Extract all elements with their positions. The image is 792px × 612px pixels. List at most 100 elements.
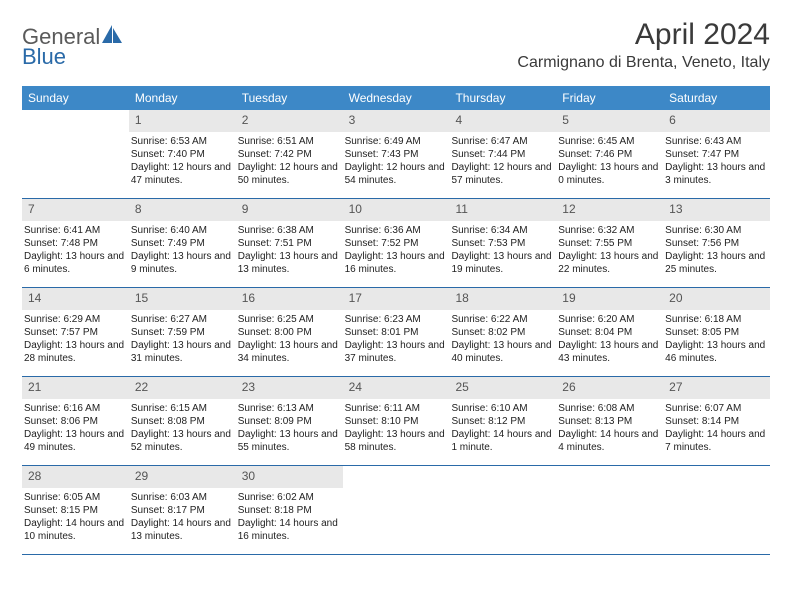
daylight-line: Daylight: 12 hours and 57 minutes. [451, 161, 554, 187]
calendar-cell: 28Sunrise: 6:05 AMSunset: 8:15 PMDayligh… [22, 466, 129, 554]
sunrise-line: Sunrise: 6:05 AM [24, 491, 127, 504]
day-number: 11 [449, 199, 556, 221]
calendar-cell: 21Sunrise: 6:16 AMSunset: 8:06 PMDayligh… [22, 377, 129, 465]
weekday-header: Monday [129, 86, 236, 110]
calendar-cell: 12Sunrise: 6:32 AMSunset: 7:55 PMDayligh… [556, 199, 663, 287]
calendar-row: 14Sunrise: 6:29 AMSunset: 7:57 PMDayligh… [22, 288, 770, 377]
sunset-line: Sunset: 7:51 PM [238, 237, 341, 250]
sunrise-line: Sunrise: 6:03 AM [131, 491, 234, 504]
sunset-line: Sunset: 8:15 PM [24, 504, 127, 517]
sunset-line: Sunset: 7:46 PM [558, 148, 661, 161]
day-number: 20 [663, 288, 770, 310]
daylight-line: Daylight: 12 hours and 50 minutes. [238, 161, 341, 187]
day-content: Sunrise: 6:36 AMSunset: 7:52 PMDaylight:… [343, 221, 450, 279]
sunset-line: Sunset: 8:13 PM [558, 415, 661, 428]
sunset-line: Sunset: 7:40 PM [131, 148, 234, 161]
weekday-header: Wednesday [343, 86, 450, 110]
sunset-line: Sunset: 7:44 PM [451, 148, 554, 161]
sunrise-line: Sunrise: 6:16 AM [24, 402, 127, 415]
day-content: Sunrise: 6:18 AMSunset: 8:05 PMDaylight:… [663, 310, 770, 368]
calendar-cell: 13Sunrise: 6:30 AMSunset: 7:56 PMDayligh… [663, 199, 770, 287]
sunset-line: Sunset: 8:14 PM [665, 415, 768, 428]
day-content: Sunrise: 6:29 AMSunset: 7:57 PMDaylight:… [22, 310, 129, 368]
sunrise-line: Sunrise: 6:40 AM [131, 224, 234, 237]
sunset-line: Sunset: 7:42 PM [238, 148, 341, 161]
calendar-cell: 2Sunrise: 6:51 AMSunset: 7:42 PMDaylight… [236, 110, 343, 198]
sunrise-line: Sunrise: 6:34 AM [451, 224, 554, 237]
calendar-cell: 15Sunrise: 6:27 AMSunset: 7:59 PMDayligh… [129, 288, 236, 376]
day-number: 16 [236, 288, 343, 310]
day-number: 2 [236, 110, 343, 132]
sunset-line: Sunset: 7:52 PM [345, 237, 448, 250]
calendar-row: 7Sunrise: 6:41 AMSunset: 7:48 PMDaylight… [22, 199, 770, 288]
daylight-line: Daylight: 14 hours and 13 minutes. [131, 517, 234, 543]
calendar-page: General April 2024 Carmignano di Brenta,… [0, 0, 792, 573]
daylight-line: Daylight: 13 hours and 55 minutes. [238, 428, 341, 454]
calendar-cell: 30Sunrise: 6:02 AMSunset: 8:18 PMDayligh… [236, 466, 343, 554]
calendar-cell: 11Sunrise: 6:34 AMSunset: 7:53 PMDayligh… [449, 199, 556, 287]
day-number: 21 [22, 377, 129, 399]
calendar-cell: 1Sunrise: 6:53 AMSunset: 7:40 PMDaylight… [129, 110, 236, 198]
sunrise-line: Sunrise: 6:38 AM [238, 224, 341, 237]
day-content: Sunrise: 6:03 AMSunset: 8:17 PMDaylight:… [129, 488, 236, 546]
daylight-line: Daylight: 13 hours and 49 minutes. [24, 428, 127, 454]
daylight-line: Daylight: 12 hours and 54 minutes. [345, 161, 448, 187]
sunrise-line: Sunrise: 6:29 AM [24, 313, 127, 326]
calendar: SundayMondayTuesdayWednesdayThursdayFrid… [22, 86, 770, 555]
day-content: Sunrise: 6:11 AMSunset: 8:10 PMDaylight:… [343, 399, 450, 457]
sunrise-line: Sunrise: 6:27 AM [131, 313, 234, 326]
day-content: Sunrise: 6:43 AMSunset: 7:47 PMDaylight:… [663, 132, 770, 190]
daylight-line: Daylight: 13 hours and 3 minutes. [665, 161, 768, 187]
day-number: 15 [129, 288, 236, 310]
calendar-cell: 19Sunrise: 6:20 AMSunset: 8:04 PMDayligh… [556, 288, 663, 376]
day-number: 4 [449, 110, 556, 132]
calendar-row: 1Sunrise: 6:53 AMSunset: 7:40 PMDaylight… [22, 110, 770, 199]
day-content: Sunrise: 6:30 AMSunset: 7:56 PMDaylight:… [663, 221, 770, 279]
calendar-cell: 27Sunrise: 6:07 AMSunset: 8:14 PMDayligh… [663, 377, 770, 465]
sunset-line: Sunset: 8:10 PM [345, 415, 448, 428]
day-content: Sunrise: 6:23 AMSunset: 8:01 PMDaylight:… [343, 310, 450, 368]
daylight-line: Daylight: 14 hours and 16 minutes. [238, 517, 341, 543]
daylight-line: Daylight: 13 hours and 19 minutes. [451, 250, 554, 276]
day-number: 19 [556, 288, 663, 310]
day-number: 29 [129, 466, 236, 488]
daylight-line: Daylight: 14 hours and 4 minutes. [558, 428, 661, 454]
day-content: Sunrise: 6:15 AMSunset: 8:08 PMDaylight:… [129, 399, 236, 457]
sunrise-line: Sunrise: 6:22 AM [451, 313, 554, 326]
sunrise-line: Sunrise: 6:36 AM [345, 224, 448, 237]
calendar-cell: 26Sunrise: 6:08 AMSunset: 8:13 PMDayligh… [556, 377, 663, 465]
header: General April 2024 Carmignano di Brenta,… [22, 18, 770, 78]
day-content: Sunrise: 6:27 AMSunset: 7:59 PMDaylight:… [129, 310, 236, 368]
day-number: 14 [22, 288, 129, 310]
calendar-cell: 25Sunrise: 6:10 AMSunset: 8:12 PMDayligh… [449, 377, 556, 465]
calendar-cell: 14Sunrise: 6:29 AMSunset: 7:57 PMDayligh… [22, 288, 129, 376]
calendar-cell: 8Sunrise: 6:40 AMSunset: 7:49 PMDaylight… [129, 199, 236, 287]
day-content: Sunrise: 6:32 AMSunset: 7:55 PMDaylight:… [556, 221, 663, 279]
day-number: 28 [22, 466, 129, 488]
month-title: April 2024 [517, 18, 770, 52]
daylight-line: Daylight: 13 hours and 25 minutes. [665, 250, 768, 276]
sunset-line: Sunset: 8:09 PM [238, 415, 341, 428]
calendar-cell: 16Sunrise: 6:25 AMSunset: 8:00 PMDayligh… [236, 288, 343, 376]
sunrise-line: Sunrise: 6:07 AM [665, 402, 768, 415]
daylight-line: Daylight: 13 hours and 22 minutes. [558, 250, 661, 276]
day-content: Sunrise: 6:34 AMSunset: 7:53 PMDaylight:… [449, 221, 556, 279]
calendar-cell: 23Sunrise: 6:13 AMSunset: 8:09 PMDayligh… [236, 377, 343, 465]
day-content: Sunrise: 6:20 AMSunset: 8:04 PMDaylight:… [556, 310, 663, 368]
day-number: 5 [556, 110, 663, 132]
day-number: 25 [449, 377, 556, 399]
day-number: 13 [663, 199, 770, 221]
day-content: Sunrise: 6:53 AMSunset: 7:40 PMDaylight:… [129, 132, 236, 190]
logo-blue-wrap: Blue [22, 44, 66, 70]
day-number: 18 [449, 288, 556, 310]
daylight-line: Daylight: 13 hours and 37 minutes. [345, 339, 448, 365]
daylight-line: Daylight: 13 hours and 43 minutes. [558, 339, 661, 365]
day-number: 24 [343, 377, 450, 399]
location: Carmignano di Brenta, Veneto, Italy [517, 54, 770, 72]
day-number: 9 [236, 199, 343, 221]
sunset-line: Sunset: 8:17 PM [131, 504, 234, 517]
day-number: 27 [663, 377, 770, 399]
sunset-line: Sunset: 7:43 PM [345, 148, 448, 161]
day-number: 23 [236, 377, 343, 399]
sunrise-line: Sunrise: 6:08 AM [558, 402, 661, 415]
